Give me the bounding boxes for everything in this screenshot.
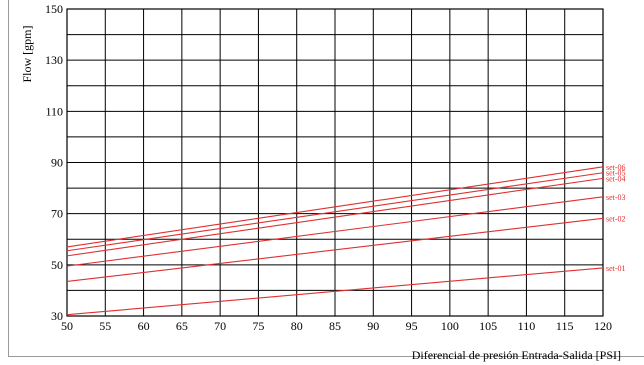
series-label-set-05: set-05: [606, 169, 626, 178]
x-tick-label: 50: [61, 319, 73, 333]
x-tick-label: 120: [594, 319, 612, 333]
series-line-set-03: [66, 196, 604, 267]
x-tick-label: 115: [556, 319, 574, 333]
x-tick-label: 100: [441, 319, 459, 333]
x-tick-label: 75: [252, 319, 264, 333]
y-tick-label: 110: [45, 104, 63, 118]
series-line-set-04: [66, 177, 604, 257]
y-tick-label: 130: [45, 53, 63, 67]
tick-labels: 50 55 60 65 70 75 80 85 90 95 100 105 110 115 12030507…: [45, 2, 612, 333]
x-tick-label: 60: [138, 319, 150, 333]
x-tick-label: 70: [214, 319, 226, 333]
x-tick-label: 65: [176, 319, 188, 333]
series-label-set-04: set-04: [606, 174, 626, 183]
series-label-set-02: set-02: [606, 214, 626, 223]
y-axis-label: Flow [gpm]: [20, 25, 34, 82]
series-line-set-02: [66, 217, 604, 283]
x-axis-label: Diferencial de presión Entrada-Salida [P…: [412, 348, 621, 362]
x-tick-label: 85: [329, 319, 341, 333]
series-lines: [66, 166, 604, 316]
series-line-set-06: [66, 166, 604, 248]
x-tick-label: 105: [479, 319, 497, 333]
grid: [66, 8, 604, 317]
series-label-set-03: set-03: [606, 193, 626, 202]
y-tick-label: 50: [51, 258, 63, 272]
x-tick-label: 55: [99, 319, 111, 333]
series-line-set-01: [66, 267, 604, 316]
plot-frame: [66, 8, 604, 317]
x-tick-label: 95: [406, 319, 418, 333]
x-tick-label: 80: [291, 319, 303, 333]
left-border-line: [8, 0, 9, 356]
x-tick-label: 90: [367, 319, 379, 333]
y-tick-label: 70: [51, 207, 63, 221]
x-tick-label: 110: [518, 319, 536, 333]
series-label-set-06: set-06: [606, 163, 626, 172]
bottom-border-line: [8, 356, 644, 357]
series-label-set-01: set-01: [606, 264, 626, 273]
y-tick-label: 150: [45, 2, 63, 16]
y-tick-label: 30: [51, 309, 63, 323]
y-tick-label: 90: [51, 156, 63, 170]
series-line-set-05: [66, 172, 604, 252]
